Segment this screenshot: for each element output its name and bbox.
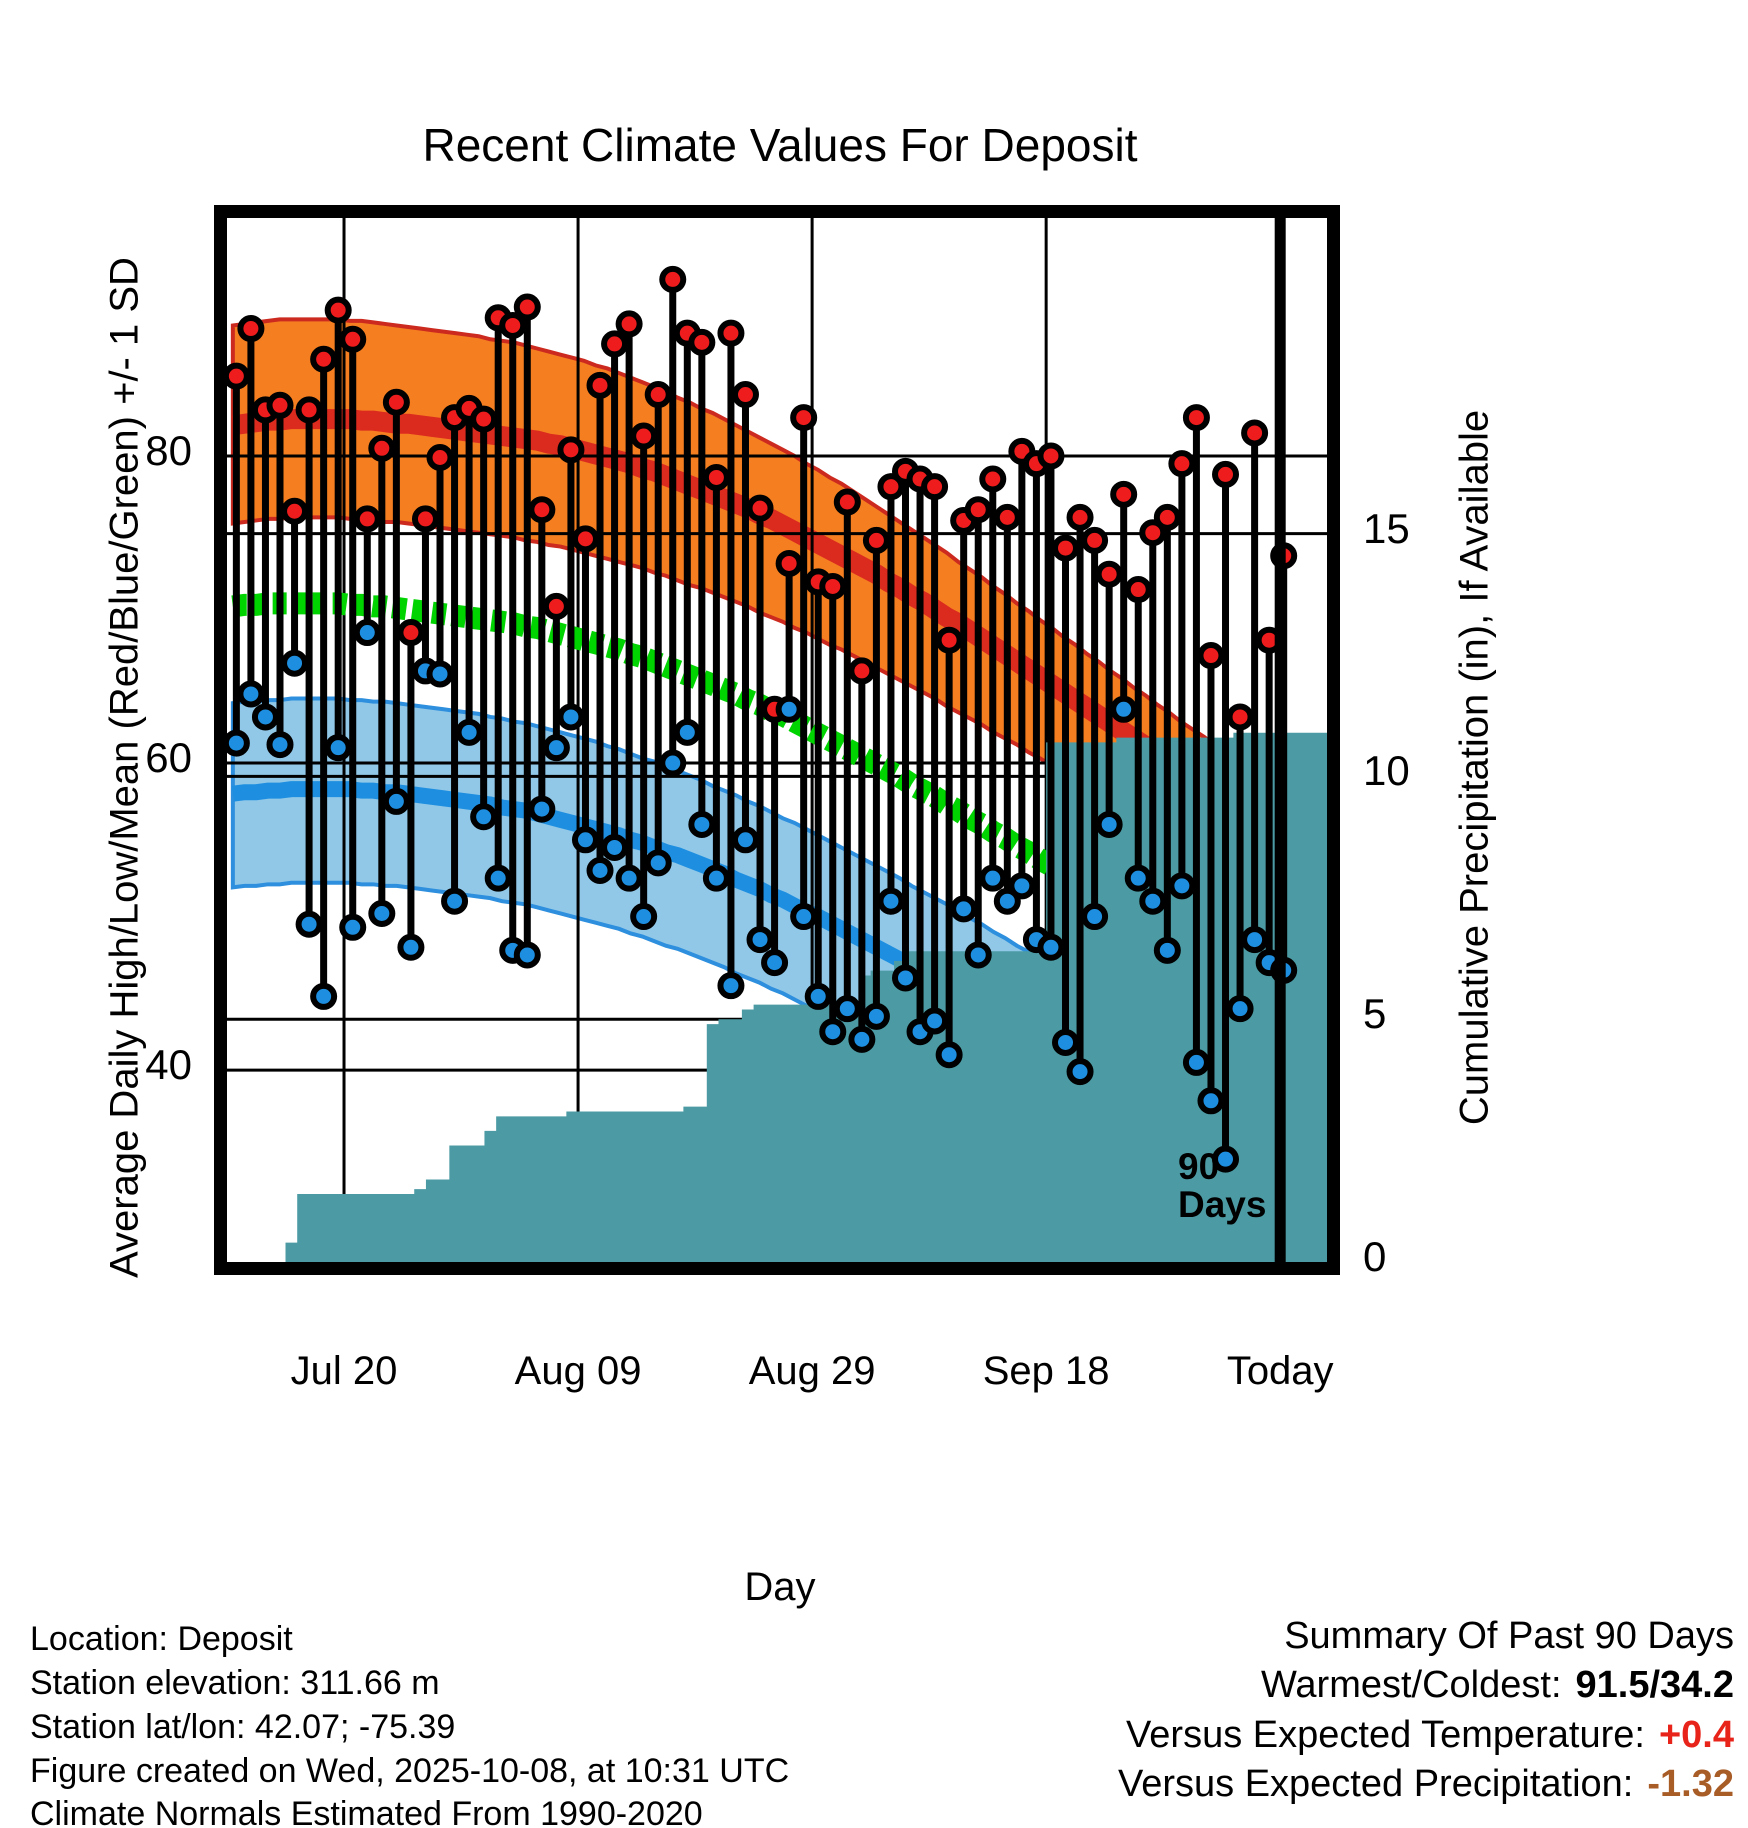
meta-location: Location: Deposit — [30, 1620, 293, 1658]
x-axis-title: Day — [744, 1565, 816, 1609]
y-axis-left-tick-label: 80 — [145, 426, 192, 474]
summary-heading: Summary Of Past 90 Days — [1284, 1615, 1734, 1657]
precip-anomaly-value: -1.32 — [1647, 1763, 1734, 1806]
y-axis-right-tick-label: 15 — [1363, 504, 1410, 552]
meta-created: Figure created on Wed, 2025-10-08, at 10… — [30, 1751, 790, 1790]
temp-anomaly-label: Versus Expected Temperature: — [1126, 1713, 1645, 1756]
plot-frame — [214, 205, 1340, 1275]
y-axis-left-tick-label: 60 — [145, 734, 192, 782]
x-axis-tick-label: Jul 20 — [290, 1349, 398, 1393]
meta-normals: Climate Normals Estimated From 1990-2020 — [30, 1795, 703, 1828]
annot-line-2: Days — [1178, 1183, 1267, 1225]
summary-precip-anomaly: Versus Expected Precipitation: -1.32 — [1118, 1760, 1734, 1809]
y-axis-right-tick-label: 10 — [1363, 747, 1410, 795]
temp-anomaly-value: +0.4 — [1658, 1713, 1734, 1756]
annot-line-1: 90 — [1178, 1146, 1220, 1187]
warmest-coldest-value: 91.5/34.2 — [1575, 1664, 1734, 1707]
observation-stems — [227, 265, 1298, 1173]
ninety-days-annotation: 90 Days — [1178, 1148, 1266, 1223]
x-axis-tick-label: Sep 18 — [982, 1349, 1110, 1393]
x-axis-tick-label: Aug 09 — [514, 1349, 642, 1393]
summary-temp-anomaly: Versus Expected Temperature: +0.4 — [1118, 1711, 1734, 1760]
page-title: Recent Climate Values For Deposit — [422, 119, 1138, 171]
y-axis-left-tick-label: 40 — [145, 1041, 192, 1089]
x-axis-tick-label: Today — [1226, 1349, 1334, 1393]
meta-elevation: Station elevation: 311.66 m — [30, 1663, 440, 1702]
warmest-coldest-label: Warmest/Coldest: — [1260, 1664, 1562, 1707]
meta-latlon: Station lat/lon: 42.07; -75.39 — [30, 1707, 456, 1746]
station-metadata: Location: Deposit Station elevation: 311… — [30, 1618, 789, 1828]
summary-panel: Summary Of Past 90 Days Warmest/Coldest:… — [1118, 1612, 1734, 1810]
plot-area — [214, 205, 1340, 1275]
x-axis-tick-label: Aug 29 — [748, 1349, 876, 1393]
precip-anomaly-label: Versus Expected Precipitation: — [1117, 1763, 1634, 1806]
y-axis-right-tick-label: 5 — [1363, 990, 1387, 1038]
summary-warmest-coldest: Warmest/Coldest: 91.5/34.2 — [1118, 1661, 1734, 1710]
y-axis-right-tick-label: 0 — [1363, 1233, 1387, 1280]
chart-canvas — [214, 205, 1340, 1275]
plot-content — [227, 218, 1327, 1262]
